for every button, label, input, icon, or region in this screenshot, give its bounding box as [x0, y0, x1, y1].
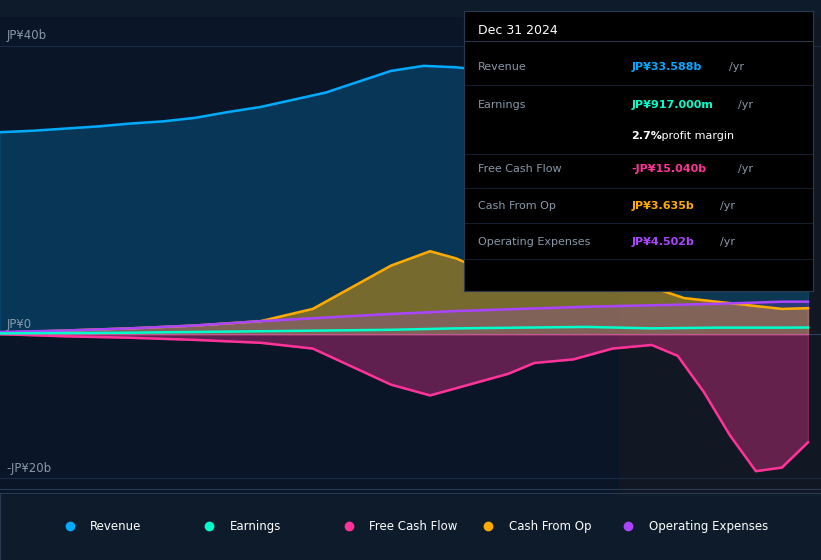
- Text: Free Cash Flow: Free Cash Flow: [478, 165, 562, 174]
- Text: Dec 31 2024: Dec 31 2024: [478, 24, 557, 37]
- Text: /yr: /yr: [729, 62, 744, 72]
- Text: /yr: /yr: [738, 100, 753, 110]
- Text: -JP¥20b: -JP¥20b: [7, 462, 52, 475]
- Text: JP¥40b: JP¥40b: [7, 29, 47, 42]
- Text: Operating Expenses: Operating Expenses: [478, 237, 590, 247]
- Text: JP¥3.635b: JP¥3.635b: [631, 201, 694, 211]
- Text: /yr: /yr: [738, 165, 753, 174]
- Text: JP¥4.502b: JP¥4.502b: [631, 237, 695, 247]
- Bar: [619, 17, 821, 493]
- Text: Earnings: Earnings: [230, 520, 282, 533]
- Text: /yr: /yr: [720, 237, 735, 247]
- Text: Cash From Op: Cash From Op: [509, 520, 591, 533]
- Text: -JP¥15.040b: -JP¥15.040b: [631, 165, 707, 174]
- Text: Earnings: Earnings: [478, 100, 526, 110]
- Text: /yr: /yr: [720, 201, 735, 211]
- Text: Free Cash Flow: Free Cash Flow: [369, 520, 458, 533]
- Text: JP¥0: JP¥0: [7, 318, 32, 330]
- Text: profit margin: profit margin: [658, 131, 734, 141]
- Text: Revenue: Revenue: [90, 520, 142, 533]
- Text: Revenue: Revenue: [478, 62, 526, 72]
- Text: Operating Expenses: Operating Expenses: [649, 520, 768, 533]
- Text: Cash From Op: Cash From Op: [478, 201, 556, 211]
- Text: JP¥917.000m: JP¥917.000m: [631, 100, 713, 110]
- Text: 2.7%: 2.7%: [631, 131, 663, 141]
- Text: JP¥33.588b: JP¥33.588b: [631, 62, 702, 72]
